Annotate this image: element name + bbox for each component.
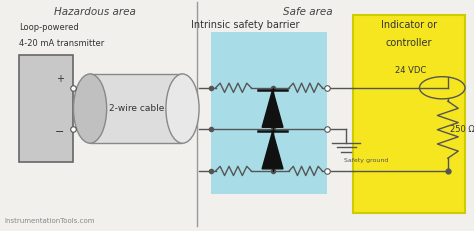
Bar (211, 32, 327, 194)
Text: −: − (55, 127, 64, 137)
Text: 24 VDC: 24 VDC (395, 66, 427, 75)
Polygon shape (262, 90, 283, 127)
Text: +: + (56, 74, 64, 84)
Text: controller: controller (385, 38, 432, 48)
Text: −: − (438, 87, 447, 97)
Text: Loop-powered: Loop-powered (19, 23, 79, 32)
Ellipse shape (166, 74, 199, 143)
Text: Intrinsic safety barrier: Intrinsic safety barrier (191, 20, 300, 30)
Text: Safety ground: Safety ground (344, 158, 388, 163)
Text: 250 Ω: 250 Ω (450, 125, 474, 134)
Text: 4-20 mA transmitter: 4-20 mA transmitter (19, 39, 104, 48)
Text: +: + (439, 80, 446, 89)
Bar (90, 74, 182, 143)
Text: InstrumentationTools.com: InstrumentationTools.com (5, 218, 95, 224)
Text: 2-wire cable: 2-wire cable (109, 104, 164, 113)
Ellipse shape (73, 74, 107, 143)
Bar (19, 55, 73, 162)
Circle shape (419, 77, 465, 99)
Text: Indicator or: Indicator or (381, 20, 437, 30)
Text: Safe area: Safe area (283, 7, 333, 17)
Bar (353, 15, 465, 213)
Polygon shape (262, 131, 283, 169)
Text: Hazardous area: Hazardous area (54, 7, 136, 17)
